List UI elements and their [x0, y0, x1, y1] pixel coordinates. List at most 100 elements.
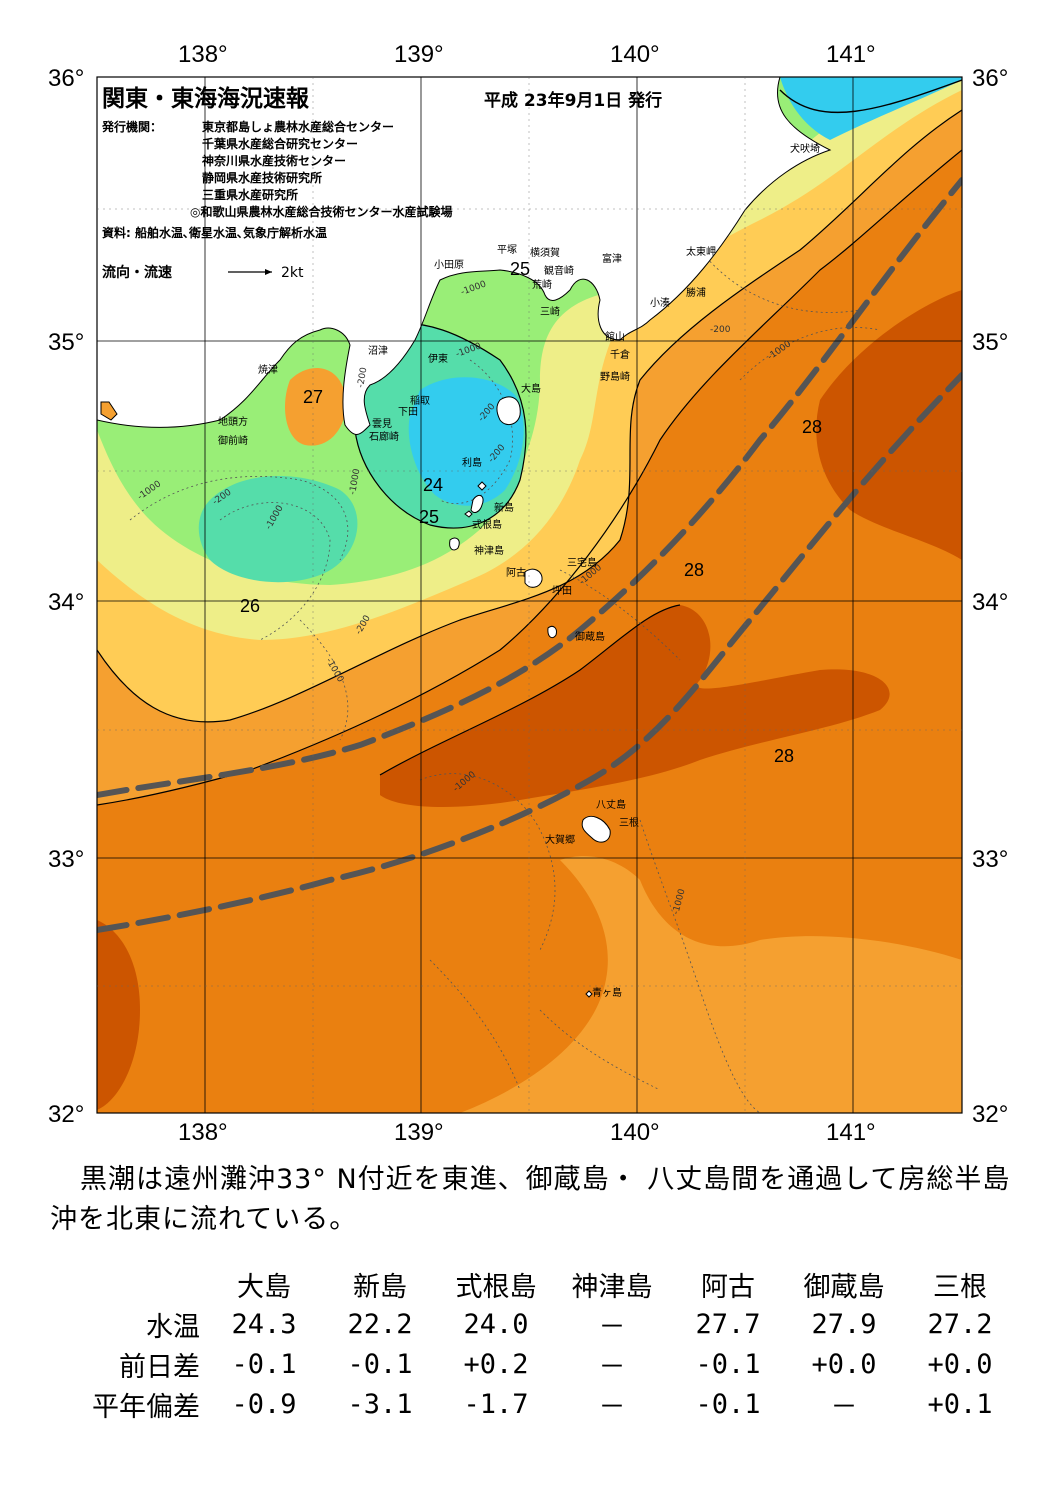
- data-source: 資料: 船舶水温､衛星水温､気象庁解析水温: [102, 225, 327, 240]
- station-temperature-table: 大島 新島 式根島 神津島 阿古 御蔵島 三根 水温 24.3 22.2 24.…: [40, 1264, 1018, 1424]
- minor-graticule: [97, 77, 962, 1113]
- place-chikura: 千倉: [610, 348, 630, 361]
- place-numazu: 沼津: [368, 344, 388, 357]
- table-cell: 22.2: [347, 1308, 413, 1340]
- current-legend: 流向・流速 2kt: [102, 264, 304, 281]
- latitude-labels-left: 36° 35° 34° 33° 32°: [48, 65, 84, 1128]
- lat-label-right-32: 32°: [972, 1101, 1008, 1128]
- zone-23: [408, 377, 524, 506]
- table-cell: -0.1: [231, 1348, 297, 1380]
- lon-label-bottom-141: 141°: [826, 1119, 876, 1146]
- place-taitomisaki: 太東岬: [686, 245, 716, 258]
- table-cell: 27.2: [927, 1308, 993, 1340]
- lon-label-top-139: 139°: [394, 41, 444, 68]
- place-okago: 大賀郷: [545, 833, 575, 846]
- lat-label-left-34: 34°: [48, 589, 84, 616]
- isotherm-label: 25: [419, 507, 439, 527]
- oshima-island: [496, 396, 521, 426]
- place-yaizu: 焼津: [258, 364, 278, 376]
- place-oshima: 大島: [521, 382, 541, 395]
- omaezaki-cape-mark: [100, 401, 118, 421]
- issuer-4: 三重県水産研究所: [202, 187, 298, 202]
- place-tomitsu: 富津: [602, 252, 622, 265]
- table-cell: -0.1: [695, 1348, 761, 1380]
- place-hiratsuka: 平塚: [497, 244, 517, 256]
- station-header: 阿古: [701, 1271, 755, 1303]
- zone-24-west: [198, 476, 358, 583]
- miyakejima-island: [524, 568, 543, 588]
- table-row: 平年偏差 -0.9 -3.1 -1.7 － -0.1 － +0.1: [40, 1384, 1018, 1424]
- row-label: 水温: [146, 1311, 200, 1343]
- lat-label-left-36: 36°: [48, 65, 84, 92]
- isotherm-label: 28: [684, 560, 704, 580]
- table-cell: －: [598, 1391, 626, 1423]
- issuer-1: 千葉県水産総合研究センター: [202, 136, 358, 151]
- place-odawara: 小田原: [434, 259, 464, 271]
- lat-label-left-33: 33°: [48, 846, 84, 873]
- zone-27-eddy: [285, 368, 346, 446]
- longitude-labels-top: 138° 139° 140° 141°: [178, 41, 876, 68]
- table-cell: +0.0: [811, 1348, 877, 1380]
- depth-contours: [129, 249, 881, 1113]
- place-inubosaki: 犬吠埼: [790, 142, 820, 155]
- place-tateyama: 館山: [605, 330, 625, 343]
- row-label: 前日差: [119, 1351, 200, 1383]
- table-cell: -0.9: [231, 1388, 297, 1420]
- longitude-labels-bottom: 138° 139° 140° 141°: [178, 1119, 876, 1146]
- current-legend-scale: 2kt: [281, 265, 304, 281]
- lon-label-bottom-138: 138°: [178, 1119, 228, 1146]
- table-cell: +0.2: [463, 1348, 529, 1380]
- lat-label-right-34: 34°: [972, 589, 1008, 616]
- station-header: 大島: [237, 1271, 291, 1303]
- isotherm-label: 24: [423, 475, 443, 495]
- issuer-label: 発行機関：: [101, 119, 162, 134]
- place-kannonzaki: 観音崎: [544, 264, 574, 277]
- lon-label-top-140: 140°: [610, 41, 660, 68]
- shikinejima-island: [464, 510, 473, 518]
- table-cell: －: [598, 1351, 626, 1383]
- toshima-island: [477, 481, 487, 491]
- honshu-coast: [97, 77, 832, 435]
- place-ito: 伊東: [428, 352, 448, 365]
- place-shikinejima: 式根島: [472, 518, 502, 531]
- table-cell: -0.1: [347, 1348, 413, 1380]
- issuer-2: 神奈川県水産技術センター: [202, 153, 346, 168]
- zone-29: [380, 605, 890, 807]
- isotherm-label: 25: [510, 259, 530, 279]
- table-cell: -0.1: [695, 1388, 761, 1420]
- depth-label: -200: [356, 366, 369, 388]
- depth-label: -200: [710, 325, 731, 335]
- depth-label: -1000: [348, 468, 362, 496]
- place-irozaki: 石廊崎: [369, 430, 399, 443]
- latitude-labels-right: 36° 35° 34° 33° 32°: [972, 65, 1008, 1128]
- table-cell: 24.0: [463, 1308, 529, 1340]
- current-arrowhead-icon: [265, 269, 272, 275]
- place-miyakejima: 三宅島: [567, 556, 597, 569]
- place-mikurajima: 御蔵島: [575, 630, 605, 643]
- place-katsuura: 勝浦: [686, 286, 706, 299]
- kozushima-island: [449, 537, 460, 551]
- table-corner: [40, 1264, 206, 1304]
- mikurajima-island: [547, 625, 557, 639]
- table-row: 水温 24.3 22.2 24.0 － 27.7 27.9 27.2: [40, 1304, 1018, 1344]
- lat-label-left-32: 32°: [48, 1101, 84, 1128]
- table-cell: -3.1: [347, 1388, 413, 1420]
- place-tsubota: 坪田: [552, 584, 572, 597]
- place-shimoda: 下田: [398, 407, 418, 418]
- land: [97, 77, 832, 998]
- place-nojimazaki: 野島崎: [600, 370, 630, 383]
- kuroshio-summary: 黒潮は遠州灘沖33° N付近を東進、御蔵島・ 八丈島間を通過して房総半島沖を北東…: [50, 1164, 1011, 1235]
- place-kozushima: 神津島: [474, 544, 504, 557]
- place-hachijojima: 八丈島: [596, 798, 626, 811]
- place-mine: 三根: [619, 816, 639, 829]
- place-kominato: 小湊: [650, 296, 670, 309]
- lon-label-top-138: 138°: [178, 41, 228, 68]
- isotherm-label: 26: [240, 596, 260, 616]
- station-header: 御蔵島: [803, 1271, 885, 1303]
- aogashima-island: [585, 990, 593, 998]
- issuer-3: 静岡県水産技術研究所: [202, 170, 322, 185]
- isotherm-labels: 27 26 24 25 25 28 28 28: [240, 259, 822, 766]
- place-ako: 阿古: [506, 566, 526, 579]
- table-cell: 27.7: [695, 1308, 761, 1340]
- niijima-island: [470, 494, 484, 513]
